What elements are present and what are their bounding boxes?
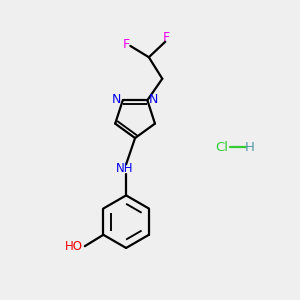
Text: F: F	[123, 38, 130, 51]
Text: F: F	[163, 31, 170, 44]
Text: N: N	[112, 93, 122, 106]
Text: NH: NH	[116, 162, 134, 175]
Text: HO: HO	[64, 240, 82, 253]
Text: H: H	[245, 140, 255, 154]
Text: N: N	[148, 93, 158, 106]
Text: Cl: Cl	[215, 140, 228, 154]
